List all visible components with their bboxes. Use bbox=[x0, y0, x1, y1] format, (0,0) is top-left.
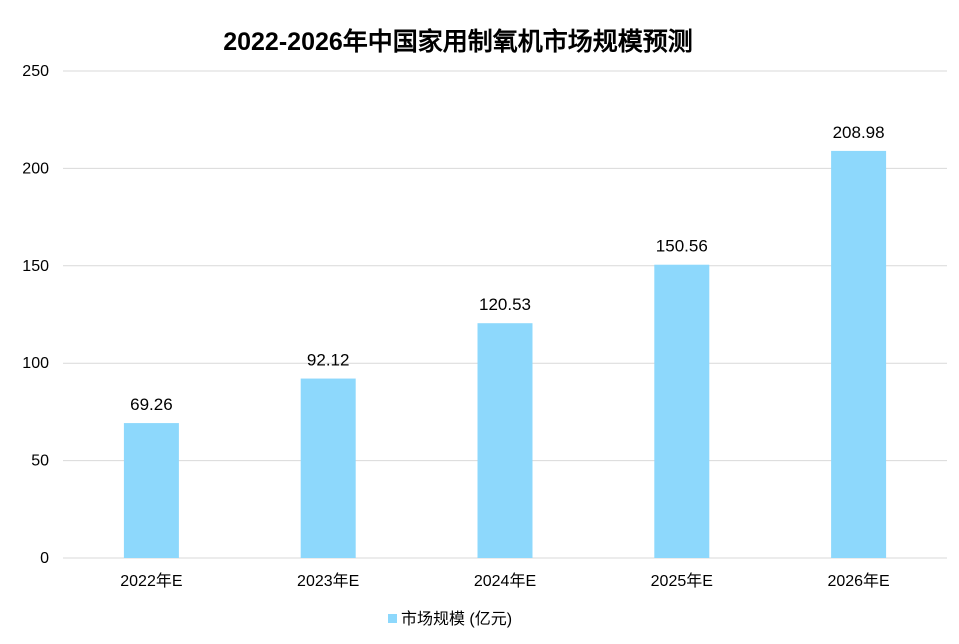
data-label: 150.56 bbox=[656, 237, 708, 256]
y-tick-label: 50 bbox=[31, 453, 49, 470]
chart-title: 2022-2026年中国家用制氧机市场规模预测 bbox=[223, 28, 693, 56]
bar bbox=[300, 378, 356, 558]
legend-label: 市场规模 (亿元) bbox=[400, 611, 513, 628]
x-tick-label: 2022年E bbox=[120, 572, 182, 590]
y-tick-label: 0 bbox=[40, 550, 49, 567]
data-label: 92.12 bbox=[307, 351, 350, 370]
y-tick-label: 200 bbox=[22, 160, 49, 177]
data-label: 120.53 bbox=[479, 295, 531, 314]
x-tick-label: 2023年E bbox=[297, 572, 359, 590]
y-tick-label: 100 bbox=[22, 355, 49, 372]
legend: 市场规模 (亿元) bbox=[0, 605, 900, 629]
legend-swatch bbox=[387, 614, 397, 624]
bar bbox=[654, 264, 710, 558]
bar bbox=[831, 150, 887, 558]
x-tick-label: 2026年E bbox=[827, 572, 889, 590]
y-tick-label: 150 bbox=[22, 258, 49, 275]
x-tick-label: 2025年E bbox=[651, 572, 713, 590]
data-label: 69.26 bbox=[130, 395, 173, 414]
y-tick-label: 250 bbox=[22, 63, 49, 80]
bar bbox=[477, 323, 533, 558]
x-axis-ticks: 2022年E 2023年E 2024年E 2025年E 2026年E bbox=[120, 572, 889, 590]
bar bbox=[123, 423, 179, 558]
x-tick-label: 2024年E bbox=[474, 572, 536, 590]
data-labels: 69.26 92.12 120.53 150.56 208.98 bbox=[130, 123, 884, 414]
data-label: 208.98 bbox=[833, 123, 885, 142]
bars bbox=[123, 150, 887, 558]
y-axis-ticks: 0 50 100 150 200 250 bbox=[22, 63, 49, 567]
